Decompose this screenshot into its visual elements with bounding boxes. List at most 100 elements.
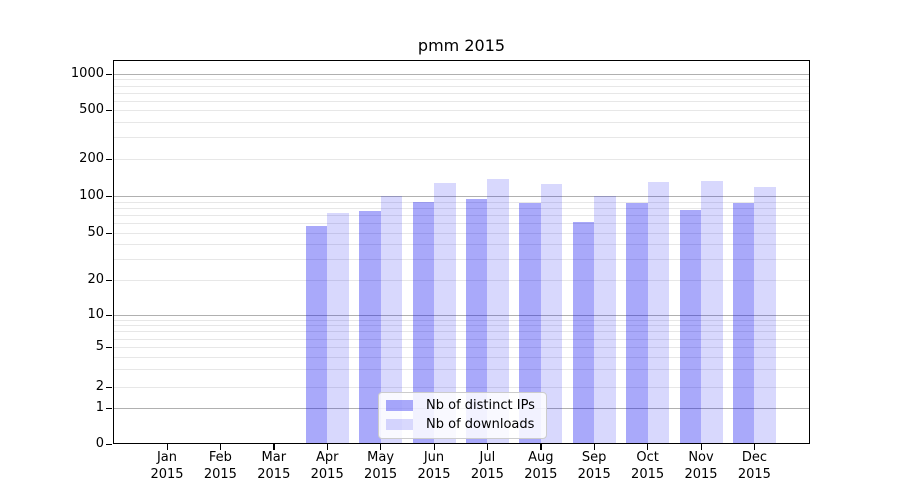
minor-grid-line bbox=[113, 79, 810, 81]
y-tick-mark bbox=[106, 195, 112, 197]
x-axis-tick-label: Jan 2015 bbox=[122, 450, 212, 483]
minor-grid-line bbox=[113, 244, 810, 246]
y-axis-tick-label: 2 bbox=[95, 379, 104, 394]
x-axis-tick-label: May 2015 bbox=[336, 450, 426, 483]
x-tick-month: Jun bbox=[423, 450, 445, 465]
x-tick-mark bbox=[540, 444, 542, 450]
x-tick-year: 2015 bbox=[310, 466, 344, 482]
x-tick-mark bbox=[700, 444, 702, 450]
minor-grid-line bbox=[113, 338, 810, 340]
x-tick-month: May bbox=[367, 450, 395, 465]
bar-downloads-aug bbox=[540, 184, 563, 444]
y-axis-tick-label: 200 bbox=[79, 151, 104, 166]
x-axis-tick-label: Feb 2015 bbox=[175, 450, 265, 483]
minor-grid-line bbox=[113, 259, 810, 261]
bar-distinct-ips-may bbox=[359, 210, 381, 444]
x-axis-tick-label: Apr 2015 bbox=[282, 450, 372, 483]
legend-swatch-distinct-ips bbox=[386, 400, 413, 411]
y-tick-mark bbox=[106, 109, 112, 111]
y-axis-tick-label: 1000 bbox=[70, 66, 104, 81]
chart-title: pmm 2015 bbox=[417, 36, 506, 55]
x-tick-year: 2015 bbox=[631, 466, 665, 482]
x-axis-tick-label: Sep 2015 bbox=[549, 450, 639, 483]
y-axis-tick-label: 500 bbox=[79, 102, 104, 117]
x-tick-year: 2015 bbox=[203, 466, 237, 482]
x-axis-tick-label: Jul 2015 bbox=[442, 450, 532, 483]
x-tick-month: Feb bbox=[208, 450, 232, 465]
bar-distinct-ips-aug bbox=[519, 202, 541, 444]
y-tick-mark bbox=[106, 386, 112, 388]
x-axis-tick-label: Aug 2015 bbox=[496, 450, 586, 483]
bar-downloads-oct bbox=[647, 182, 670, 444]
y-tick-mark bbox=[106, 158, 112, 160]
minor-grid-line bbox=[113, 280, 810, 281]
legend-swatch-downloads bbox=[386, 419, 413, 430]
bar-downloads-dec bbox=[754, 186, 776, 444]
minor-grid-line bbox=[113, 387, 810, 388]
y-axis-tick-label: 10 bbox=[87, 307, 104, 322]
minor-grid-line bbox=[113, 207, 810, 209]
minor-grid-line bbox=[113, 369, 810, 371]
x-tick-year: 2015 bbox=[470, 466, 504, 482]
y-tick-mark bbox=[106, 314, 112, 316]
x-tick-mark bbox=[166, 444, 168, 450]
bar-downloads-jul bbox=[487, 179, 509, 444]
x-tick-mark bbox=[380, 444, 382, 450]
x-axis-tick-label: Dec 2015 bbox=[709, 450, 799, 483]
x-tick-month: Jul bbox=[479, 450, 496, 465]
y-axis-tick-label: 50 bbox=[87, 225, 104, 240]
minor-grid-line bbox=[113, 347, 810, 348]
bar-distinct-ips-sep bbox=[572, 221, 595, 444]
x-tick-year: 2015 bbox=[364, 466, 398, 482]
x-tick-year: 2015 bbox=[684, 466, 718, 482]
legend: Nb of distinct IPs Nb of downloads bbox=[378, 392, 547, 439]
x-axis-tick-label: Mar 2015 bbox=[229, 450, 319, 483]
y-axis-tick-label: 1 bbox=[95, 400, 104, 415]
minor-grid-line bbox=[113, 100, 810, 102]
minor-grid-line bbox=[113, 201, 810, 203]
x-tick-mark bbox=[273, 444, 275, 450]
minor-grid-line bbox=[113, 319, 810, 321]
x-tick-month: Aug bbox=[528, 450, 554, 465]
minor-grid-line bbox=[113, 356, 810, 358]
bar-downloads-nov bbox=[701, 181, 723, 444]
x-tick-year: 2015 bbox=[417, 466, 451, 482]
bar-distinct-ips-oct bbox=[626, 203, 648, 444]
x-axis-tick-label: Oct 2015 bbox=[603, 450, 693, 483]
x-tick-month: Jan bbox=[156, 450, 178, 465]
x-tick-month: Dec bbox=[741, 450, 767, 465]
minor-grid-line bbox=[113, 110, 810, 111]
y-axis-tick-label: 20 bbox=[87, 272, 104, 287]
y-tick-mark bbox=[106, 73, 112, 75]
y-axis-tick-label: 100 bbox=[79, 188, 104, 203]
bar-distinct-ips-apr bbox=[305, 226, 328, 444]
x-tick-mark bbox=[486, 444, 489, 450]
x-tick-month: Nov bbox=[688, 450, 714, 465]
legend-item-downloads: Nb of downloads bbox=[386, 417, 535, 432]
bar-downloads-jun bbox=[434, 182, 456, 444]
y-tick-mark bbox=[106, 443, 112, 445]
plot-area bbox=[106, 60, 810, 450]
x-tick-mark bbox=[647, 444, 649, 450]
major-grid-line bbox=[113, 196, 810, 197]
x-tick-year: 2015 bbox=[257, 466, 291, 482]
minor-grid-line bbox=[113, 215, 810, 217]
x-tick-year: 2015 bbox=[524, 466, 558, 482]
major-grid-line bbox=[113, 74, 810, 75]
minor-grid-line bbox=[113, 159, 810, 160]
x-axis-tick-label: Nov 2015 bbox=[656, 450, 746, 483]
x-tick-month: Oct bbox=[636, 450, 659, 465]
bar-downloads-may bbox=[380, 196, 403, 444]
y-tick-mark bbox=[106, 346, 112, 348]
major-grid-line bbox=[113, 315, 810, 316]
x-tick-mark bbox=[593, 444, 595, 450]
x-tick-mark bbox=[753, 444, 756, 450]
minor-grid-line bbox=[113, 223, 810, 225]
bar-distinct-ips-dec bbox=[732, 203, 755, 444]
x-tick-year: 2015 bbox=[737, 466, 771, 482]
x-tick-year: 2015 bbox=[577, 466, 611, 482]
x-tick-mark bbox=[219, 444, 222, 450]
x-tick-month: Sep bbox=[581, 450, 607, 465]
y-axis-tick-label: 5 bbox=[95, 339, 104, 354]
